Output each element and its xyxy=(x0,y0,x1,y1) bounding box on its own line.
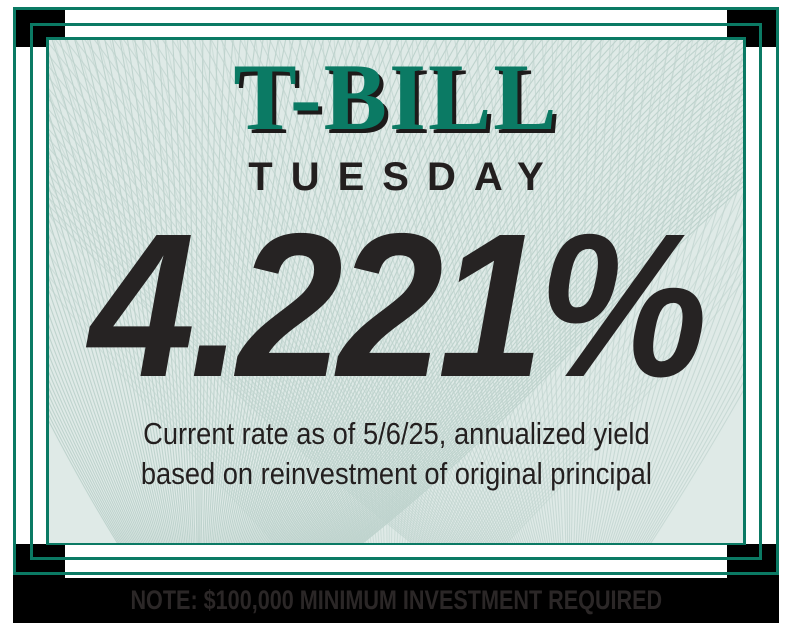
rate-description: Current rate as of 5/6/25, annualized yi… xyxy=(140,414,651,493)
minimum-investment-note-bar: NOTE: $100,000 MINIMUM INVESTMENT REQUIR… xyxy=(13,578,779,623)
card-kicker: TUESDAY xyxy=(248,155,562,199)
card-title: T-BILL xyxy=(233,44,559,150)
card-content: T-BILL TUESDAY 4.221% Current rate as of… xyxy=(49,40,743,543)
corner-block-bottom-right xyxy=(727,544,779,582)
certificate-panel: T-BILL TUESDAY 4.221% Current rate as of… xyxy=(49,40,743,543)
rate-value: 4.221% xyxy=(89,191,708,420)
border-frame-middle xyxy=(30,23,762,560)
corner-block-bottom-left xyxy=(13,544,65,582)
border-frame-inner xyxy=(46,37,746,545)
minimum-investment-note: NOTE: $100,000 MINIMUM INVESTMENT REQUIR… xyxy=(130,585,662,615)
rate-description-line-2: based on reinvestment of original princi… xyxy=(140,455,652,491)
guilloche-pattern xyxy=(49,40,743,543)
rate-description-line-1: Current rate as of 5/6/25, annualized yi… xyxy=(142,416,650,451)
border-frame-outer xyxy=(13,7,779,575)
